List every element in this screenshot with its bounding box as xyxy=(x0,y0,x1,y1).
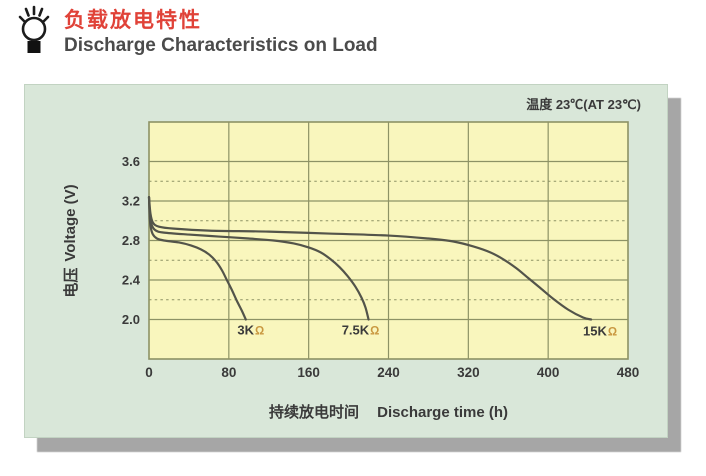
y-axis-title: 电压 Voltage (V) xyxy=(59,130,81,352)
page-title-zh: 负载放电特性 xyxy=(64,9,202,32)
x-axis-title-en: Discharge time (h) xyxy=(377,404,509,421)
curve-label-7.5K: 7.5KΩ xyxy=(342,322,380,337)
y-tick-label: 3.2 xyxy=(122,194,140,209)
curve-label-3K: 3KΩ xyxy=(237,322,264,337)
y-tick-label: 2.0 xyxy=(122,312,140,327)
temperature-annotation: 温度 23℃(AT 23℃) xyxy=(526,97,641,112)
discharge-chart: 2.0 2.4 2.8 3.2 3.6 0 80 160 240 320 400 480 3KΩ 7.5K… xyxy=(122,121,640,380)
y-tick-label: 2.8 xyxy=(122,233,140,248)
header: 负载放电特性 Discharge Characteristics on Load xyxy=(14,5,378,57)
curve-3K xyxy=(147,195,247,321)
chart-panel: 2.0 2.4 2.8 3.2 3.6 0 80 160 240 320 400 480 3KΩ 7.5K… xyxy=(24,84,668,438)
x-tick-label: 160 xyxy=(297,365,320,380)
page-title-en: Discharge Characteristics on Load xyxy=(64,34,378,56)
lightbulb-base xyxy=(27,41,41,53)
lightbulb-icon xyxy=(18,5,50,53)
x-tick-label: 400 xyxy=(537,365,560,380)
x-tick-label: 480 xyxy=(617,365,640,380)
x-axis-title-zh: 持续放电时间 xyxy=(268,404,359,421)
x-tick-label: 240 xyxy=(377,365,400,380)
x-axis-title: 持续放电时间 Discharge time (h) xyxy=(149,401,628,422)
x-tick-label: 320 xyxy=(457,365,480,380)
plot-frame xyxy=(148,121,629,360)
y-axis-title-zh: 电压 xyxy=(62,267,80,298)
y-tick-label: 3.6 xyxy=(122,154,140,169)
x-tick-label: 80 xyxy=(221,365,236,380)
curve-7.5K xyxy=(147,195,370,321)
y-axis-title-en: Voltage (V) xyxy=(61,184,79,262)
x-tick-label: 0 xyxy=(145,365,153,380)
y-tick-label: 2.4 xyxy=(122,273,141,288)
curve-label-15K: 15KΩ xyxy=(583,323,617,338)
curve-15K xyxy=(147,195,593,321)
header-titles: 负载放电特性 Discharge Characteristics on Load xyxy=(64,5,378,56)
